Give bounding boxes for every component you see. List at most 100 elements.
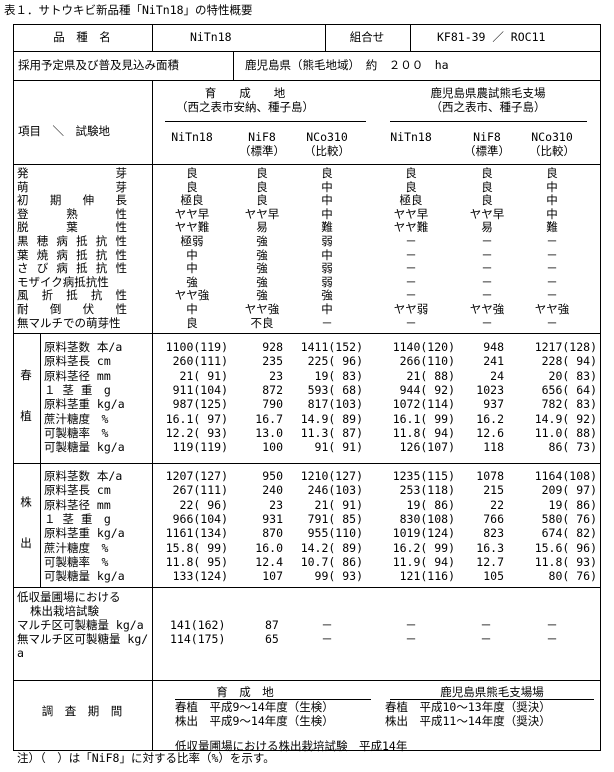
cell-value: 1207(127) [165,469,228,483]
cell-value: 12.4 [255,554,283,569]
cell-value: 955(110) [307,526,363,541]
cell-value: 966(104) [172,511,228,526]
cell-value: 21( 91) [179,368,228,383]
cell-value: 253(118) [399,483,455,498]
trait-value: 中 [186,302,198,316]
trait-value: － [481,274,493,289]
lowyield-title: 低収量圃場における [17,590,121,604]
trait-value: 強 [256,274,268,289]
cell-value: 987(125) [172,397,228,412]
cell-value: 215 [483,483,504,498]
cell-value: 950 [262,469,283,483]
cell-value: 12.2( 93) [165,425,228,440]
row-label: 可製糖量 kg/a [44,440,125,455]
area-value: 鹿児島県（熊毛地域） 約 ２００ ha [245,58,449,72]
cell-value: 21( 88) [406,368,455,383]
footnote: 注）（ ）は「NiF8」に対する比率（%）を示す。 [17,751,275,765]
trait-label: モザイク病抵抗性 [17,274,109,289]
cell-value: 674( 82) [541,526,597,541]
cell-value: 11.8( 95) [165,554,228,569]
trait-value: － [405,274,417,289]
trait-label: 葉焼病抵抗性 [17,247,127,262]
column-header: NCo310 [531,130,573,144]
cell-value: 1023 [476,382,504,397]
rule-line [175,699,371,700]
row-label: 可製糖率 % [44,425,109,440]
trait-value: 弱 [321,234,333,248]
cell-value: 20( 83) [548,368,597,383]
cell-value: 656( 64) [541,382,597,397]
rule-line [325,24,326,52]
trait-value: ヤヤ強 [244,302,280,316]
cell-value: 948 [483,340,504,354]
trait-value: 不良 [250,315,274,330]
trait-value: 良 [321,166,333,180]
section-label: 株 [20,495,32,509]
trait-value: ヤヤ強 [534,302,570,316]
cell-value: 121(116) [399,569,455,584]
cell-value: 267(111) [172,483,228,498]
trait-value: 中 [321,206,333,221]
cell-value: 12.6 [476,425,504,440]
cell-value: 100 [262,440,283,455]
row-label: 原料茎数 本/a [44,340,123,354]
cell-value: 1235(115) [392,469,455,483]
cell-value: 19( 86) [406,497,455,512]
trait-value: 難 [546,220,558,235]
trait-value: 易 [256,220,268,235]
period-site2: 鹿児島県熊毛支場場 [440,685,544,699]
trait-value: － [546,274,558,289]
row-label: 蔗汁糖度 % [44,411,109,426]
rule-line [13,51,601,52]
row-label: 可製糖率 % [44,554,109,569]
cell-value: 228( 94) [541,354,597,369]
column-header: NiF8 [248,130,276,144]
trait-value: 中 [546,179,558,194]
cell-value: 22 [490,497,504,512]
trait-value: 良 [481,179,493,194]
cell-value: 16.3 [476,540,504,555]
cell-value: 12.7 [476,554,504,569]
trait-value: 中 [321,302,333,316]
trait-value: 弱 [321,261,333,276]
column-header-sub: （比較） [304,144,350,158]
section-label: 春 [20,368,32,382]
cell-value: 105 [483,569,504,584]
cell-value: 15.6( 96) [534,540,597,555]
trait-value: 良 [256,166,268,180]
cell-value: 240 [262,483,283,498]
row-label: 原料茎重 kg/a [44,397,125,412]
cell-value: 766 [483,511,504,526]
trait-value: 難 [321,220,333,235]
trait-label: 風折抵抗性 [17,288,127,303]
cell-value: － [480,618,492,632]
cell-value: 24 [490,368,504,383]
period-line: 春植 平成9～14年度（生検） [175,700,334,714]
row-label-wrap: a [17,646,24,660]
cell-value: 10.7( 86) [300,554,363,569]
column-header: NiF8 [473,130,501,144]
cell-value: － [405,632,417,646]
cell-value: 99( 93) [314,569,363,584]
cell-value: 16.0 [255,540,283,555]
cell-value: 593( 68) [307,382,363,397]
cell-value: 791( 85) [307,511,363,526]
cell-value: 19( 86) [548,497,597,512]
trait-value: 中 [186,247,198,262]
rule-line [13,24,14,751]
rule-line [600,24,601,751]
trait-value: ヤヤ難 [174,220,210,235]
trait-value: － [546,315,558,330]
trait-value: 極良 [180,193,204,208]
cross-label: 組合せ [349,30,385,44]
trait-label: 登熟性 [17,206,127,221]
rule-line [13,24,601,25]
trait-value: 中 [546,193,558,208]
cell-value: 790 [262,397,283,412]
trait-value: ヤヤ強 [174,288,210,303]
trait-value: － [481,288,493,303]
cell-value: － [405,618,417,632]
trait-value: ヤヤ早 [469,206,505,221]
cell-value: 107 [262,569,283,584]
